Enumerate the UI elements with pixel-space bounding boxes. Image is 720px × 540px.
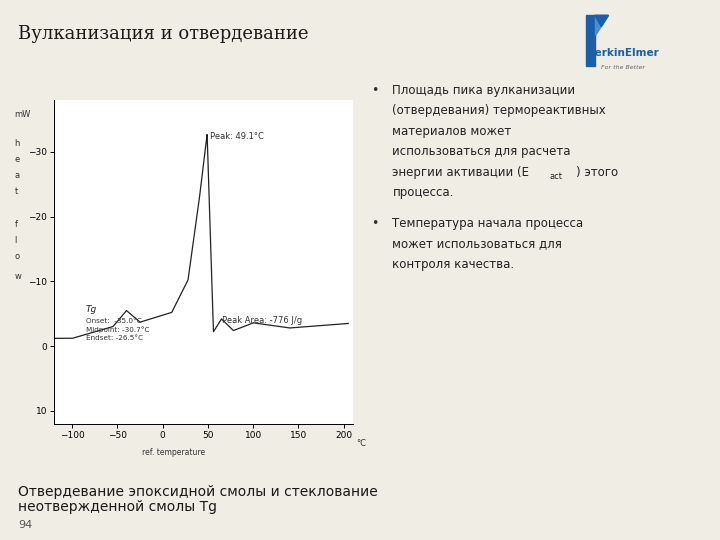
- Text: Площадь пика вулканизации: Площадь пика вулканизации: [392, 84, 575, 97]
- Text: ) этого: ) этого: [576, 166, 618, 179]
- Text: Peak Area: -776 J/g: Peak Area: -776 J/g: [222, 316, 302, 326]
- Text: Tg: Tg: [86, 306, 97, 314]
- Text: ref. temperature: ref. temperature: [142, 448, 205, 457]
- Text: 94: 94: [18, 520, 32, 530]
- Text: a: a: [14, 171, 19, 180]
- Text: контроля качества.: контроля качества.: [392, 258, 515, 271]
- Text: Endset: -26.5°C: Endset: -26.5°C: [86, 335, 143, 341]
- Text: o: o: [14, 252, 19, 261]
- Text: (отвердевания) термореактивных: (отвердевания) термореактивных: [392, 104, 606, 117]
- Text: f: f: [14, 220, 17, 229]
- Text: Peak: 49.1°C: Peak: 49.1°C: [210, 132, 264, 141]
- Text: Температура начала процесса: Температура начала процесса: [392, 217, 583, 230]
- Text: Onset:  -35.0°C: Onset: -35.0°C: [86, 319, 141, 325]
- Text: l: l: [14, 236, 17, 245]
- Text: Отвердевание эпоксидной смолы и стеклование: Отвердевание эпоксидной смолы и стеклова…: [18, 485, 378, 500]
- Text: mW: mW: [14, 110, 31, 119]
- Text: материалов может: материалов может: [392, 125, 512, 138]
- Text: Вулканизация и отвердевание: Вулканизация и отвердевание: [18, 24, 308, 43]
- Text: t: t: [14, 187, 18, 197]
- Bar: [586, 15, 595, 66]
- Text: w: w: [14, 272, 22, 281]
- Text: PerkinElmer: PerkinElmer: [587, 48, 659, 58]
- Text: энергии активации (E: энергии активации (E: [392, 166, 529, 179]
- Text: Midpoint: -30.7°C: Midpoint: -30.7°C: [86, 326, 149, 333]
- Text: процесса.: процесса.: [392, 186, 454, 199]
- Text: использоваться для расчета: использоваться для расчета: [392, 145, 571, 158]
- Text: •: •: [371, 217, 378, 230]
- Text: h: h: [14, 139, 19, 148]
- Polygon shape: [595, 15, 608, 35]
- Text: может использоваться для: может использоваться для: [392, 238, 562, 251]
- Text: неотвержденной смолы Tg: неотвержденной смолы Tg: [18, 500, 217, 514]
- Text: °C: °C: [356, 439, 366, 448]
- Text: act: act: [549, 172, 562, 181]
- Text: For the Better: For the Better: [600, 65, 645, 70]
- Text: •: •: [371, 84, 378, 97]
- Polygon shape: [595, 15, 608, 26]
- Text: e: e: [14, 155, 19, 164]
